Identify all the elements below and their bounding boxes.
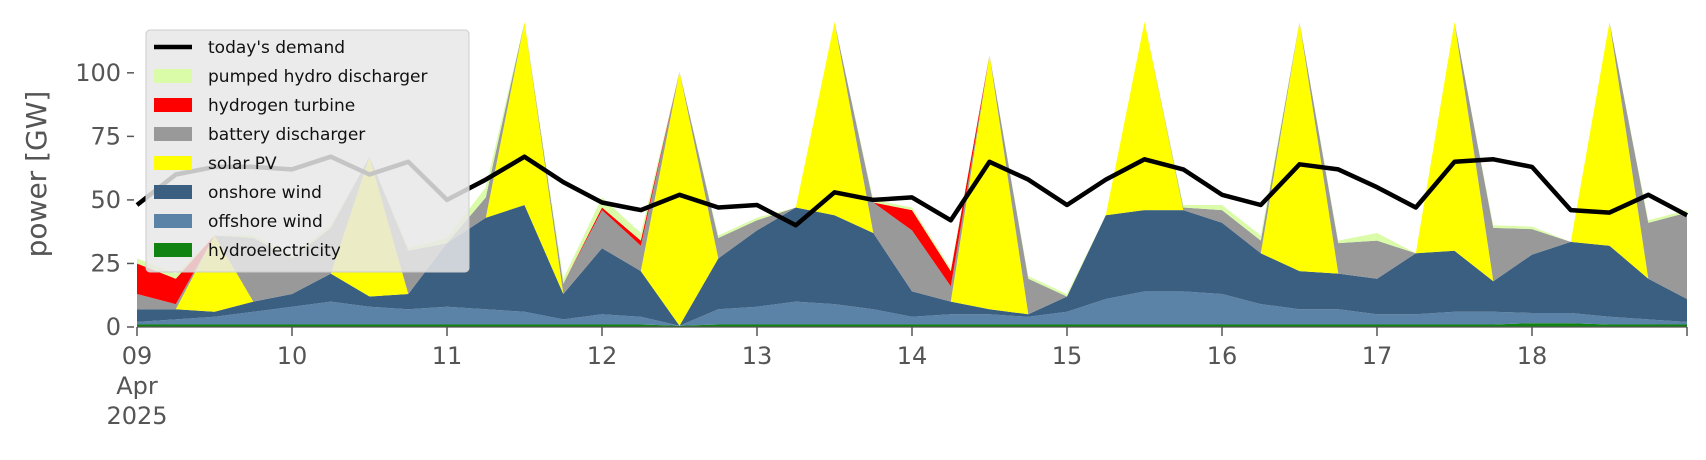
x-tick-label: 13 [742, 342, 773, 370]
area-solar-pv [137, 22, 1687, 326]
legend-label-onshore-wind: onshore wind [208, 183, 322, 203]
legend-label-battery-discharger: battery discharger [208, 125, 365, 145]
legend-swatch-hydrogen-turbine [154, 98, 192, 112]
x-tick-label: 15 [1052, 342, 1083, 370]
legend-swatch-battery-discharger [154, 127, 192, 141]
legend-swatch-hydroelectricity [154, 243, 192, 257]
legend-swatch-pumped-hydro-discharger [154, 69, 192, 83]
legend-swatch-onshore-wind [154, 185, 192, 199]
x-tick-label: 10 [277, 342, 308, 370]
legend-label-today-s-demand: today's demand [208, 38, 345, 58]
legend: today's demand pumped hydro discharger hyd… [145, 29, 470, 273]
legend-box [145, 29, 470, 273]
legend-label-offshore-wind: offshore wind [208, 212, 323, 232]
y-tick-label: 25 [90, 249, 121, 277]
area-battery-discharger [137, 22, 1687, 315]
legend-label-hydrogen-turbine: hydrogen turbine [208, 96, 355, 116]
x-tick-label: 14 [897, 342, 928, 370]
y-tick-label: 75 [90, 122, 121, 150]
x-tick-year: 2025 [106, 402, 167, 430]
x-tick-month: Apr [116, 372, 158, 400]
y-tick-label: 0 [106, 313, 121, 341]
x-tick-label: 17 [1362, 342, 1393, 370]
area-series-group [137, 22, 1687, 327]
area-onshore-wind [137, 205, 1687, 326]
area-offshore-wind [137, 291, 1687, 326]
y-tick-label: 100 [75, 59, 121, 87]
x-tick-label: 11 [432, 342, 463, 370]
x-tick-label: 09 [122, 342, 153, 370]
legend-label-hydroelectricity: hydroelectricity [208, 241, 341, 261]
y-tick-label: 50 [90, 186, 121, 214]
legend-label-solar-pv: solar PV [208, 154, 277, 174]
y-axis-label: power [GW] [20, 91, 53, 258]
x-tick-label: 16 [1207, 342, 1238, 370]
x-tick-label: 12 [587, 342, 618, 370]
legend-swatch-offshore-wind [154, 214, 192, 228]
area-hydroelectricity [137, 323, 1687, 327]
legend-label-pumped-hydro-discharger: pumped hydro discharger [208, 67, 427, 87]
legend-swatch-solar-pv [154, 156, 192, 170]
x-tick-label: 18 [1517, 342, 1548, 370]
